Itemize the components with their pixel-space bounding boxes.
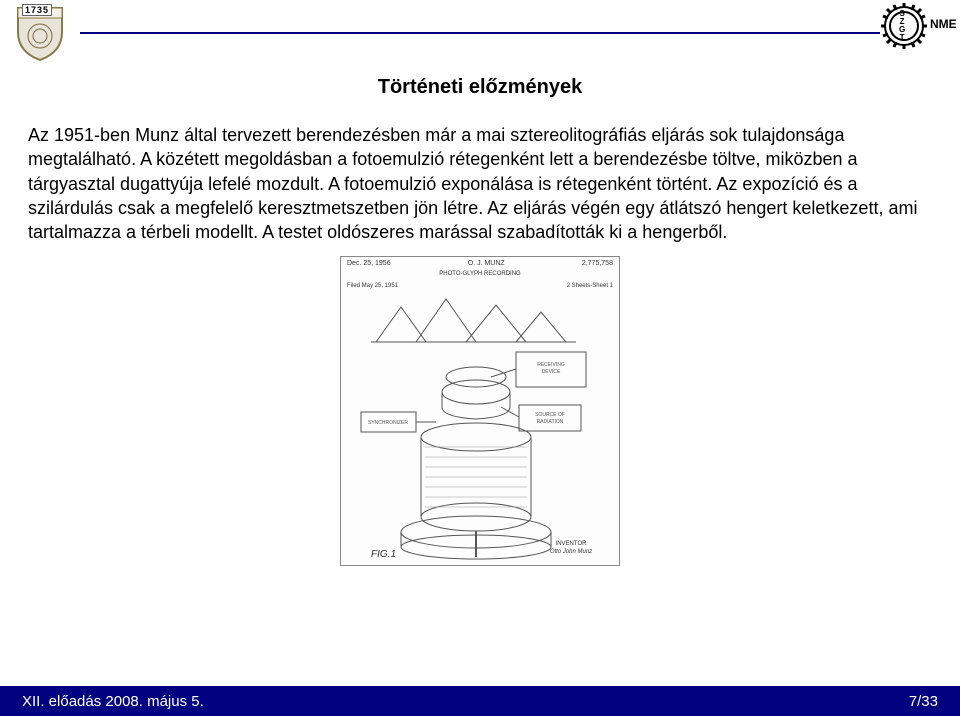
footer-right: 7/33	[909, 693, 938, 710]
svg-text:INVENTOR: INVENTOR	[556, 541, 588, 547]
body-paragraph: Az 1951-ben Munz által tervezett berende…	[0, 123, 960, 244]
university-crest-icon: 1735	[10, 2, 70, 62]
page-header-title: CAD technikák	[409, 8, 550, 31]
svg-text:Otto John Munz: Otto John Munz	[550, 549, 592, 555]
header: CAD technikák 1735	[0, 0, 960, 56]
svg-text:DEVICE: DEVICE	[542, 369, 561, 375]
svg-text:SYNCHRONIZER: SYNCHRONIZER	[368, 420, 408, 426]
footer: XII. előadás 2008. május 5. 7/33	[0, 686, 960, 716]
svg-text:RECEIVING: RECEIVING	[537, 362, 565, 368]
footer-left: XII. előadás 2008. május 5.	[22, 693, 204, 710]
figure-label: FIG.1	[371, 549, 396, 560]
svg-text:RADIATION: RADIATION	[537, 419, 564, 425]
cog-side-label: NME	[930, 17, 957, 31]
crest-year: 1735	[22, 4, 52, 16]
header-divider	[80, 32, 880, 34]
svg-text:SOURCE OF: SOURCE OF	[535, 412, 565, 418]
patent-figure: Dec. 25, 1956 O. J. MUNZ 2,775,758 PHOTO…	[340, 256, 620, 566]
cogwheel-logo-icon: S Z G T NME	[880, 2, 950, 50]
cog-letters: S Z G T	[899, 10, 905, 42]
section-subtitle: Történeti előzmények	[0, 76, 960, 99]
